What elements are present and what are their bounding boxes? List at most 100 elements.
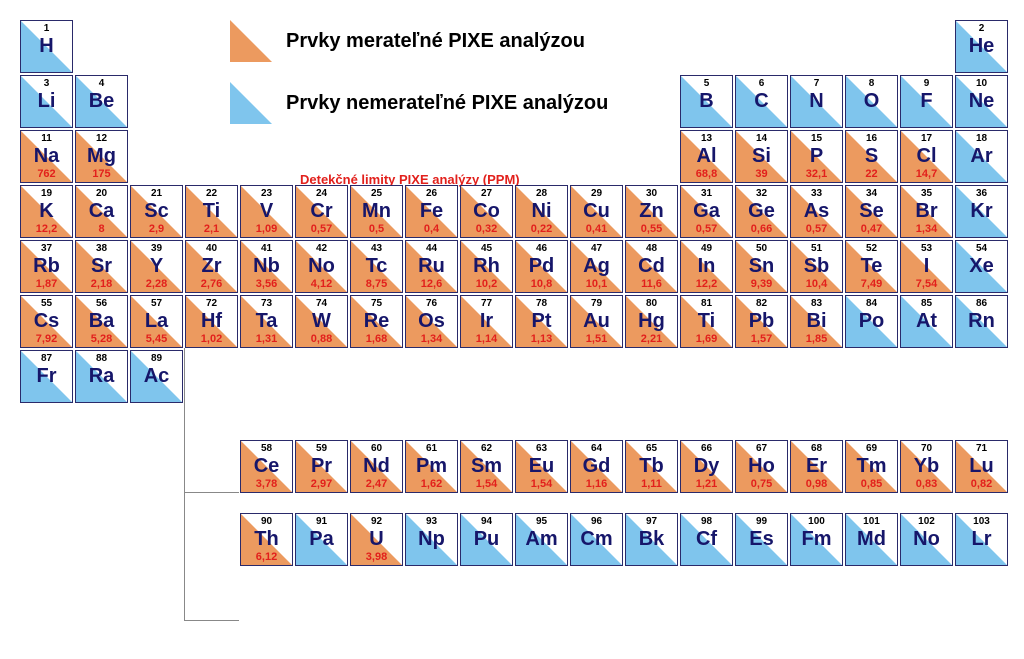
element-symbol: Ho — [736, 455, 787, 478]
element-symbol: Rh — [461, 255, 512, 278]
element-pa: 91Pa — [295, 513, 348, 566]
element-mg: 12Mg175 — [75, 130, 128, 183]
ppm-value: 1,69 — [681, 333, 732, 345]
ppm-value: 0,55 — [626, 223, 677, 235]
ppm-value: 0,22 — [516, 223, 567, 235]
element-no: 42No4,12 — [295, 240, 348, 293]
element-symbol: Md — [846, 528, 897, 551]
atomic-number: 15 — [791, 133, 842, 144]
element-md: 101Md — [845, 513, 898, 566]
ppm-value: 3,78 — [241, 478, 292, 490]
element-symbol: Tb — [626, 455, 677, 478]
element-symbol: Rn — [956, 310, 1007, 333]
atomic-number: 34 — [846, 188, 897, 199]
atomic-number: 100 — [791, 516, 842, 527]
element-symbol: Ge — [736, 200, 787, 223]
element-pt: 78Pt1,13 — [515, 295, 568, 348]
element-al: 13Al68,8 — [680, 130, 733, 183]
element-symbol: Eu — [516, 455, 567, 478]
element-symbol: Zn — [626, 200, 677, 223]
element-u: 92U3,98 — [350, 513, 403, 566]
atomic-number: 66 — [681, 443, 732, 454]
atomic-number: 61 — [406, 443, 457, 454]
element-symbol: Ag — [571, 255, 622, 278]
atomic-number: 72 — [186, 298, 237, 309]
element-symbol: At — [901, 310, 952, 333]
ppm-value: 10,2 — [461, 278, 512, 290]
atomic-number: 55 — [21, 298, 72, 309]
element-ta: 73Ta1,31 — [240, 295, 293, 348]
atomic-number: 51 — [791, 243, 842, 254]
element-ce: 58Ce3,78 — [240, 440, 293, 493]
element-symbol: Po — [846, 310, 897, 333]
atomic-number: 64 — [571, 443, 622, 454]
element-la: 57La5,45 — [130, 295, 183, 348]
ppm-value: 1,09 — [241, 223, 292, 235]
atomic-number: 12 — [76, 133, 127, 144]
element-symbol: Bi — [791, 310, 842, 333]
element-tm: 69Tm0,85 — [845, 440, 898, 493]
element-pm: 61Pm1,62 — [405, 440, 458, 493]
element-in: 49In12,2 — [680, 240, 733, 293]
element-symbol: Ce — [241, 455, 292, 478]
atomic-number: 31 — [681, 188, 732, 199]
element-symbol: Pa — [296, 528, 347, 551]
connector-line — [184, 492, 239, 493]
ppm-value: 1,34 — [901, 223, 952, 235]
atomic-number: 92 — [351, 516, 402, 527]
connector-line — [184, 348, 185, 620]
atomic-number: 28 — [516, 188, 567, 199]
atomic-number: 8 — [846, 78, 897, 89]
ppm-value: 8,75 — [351, 278, 402, 290]
ppm-value: 39 — [736, 168, 787, 180]
ppm-value: 9,39 — [736, 278, 787, 290]
element-symbol: Co — [461, 200, 512, 223]
atomic-number: 19 — [21, 188, 72, 199]
atomic-number: 56 — [76, 298, 127, 309]
ppm-value: 1,16 — [571, 478, 622, 490]
ppm-value: 2,47 — [351, 478, 402, 490]
atomic-number: 74 — [296, 298, 347, 309]
element-rb: 37Rb1,87 — [20, 240, 73, 293]
atomic-number: 49 — [681, 243, 732, 254]
element-i: 53I7,54 — [900, 240, 953, 293]
atomic-number: 69 — [846, 443, 897, 454]
atomic-number: 20 — [76, 188, 127, 199]
atomic-number: 57 — [131, 298, 182, 309]
element-symbol: Ra — [76, 365, 127, 388]
element-tc: 43Tc8,75 — [350, 240, 403, 293]
element-ba: 56Ba5,28 — [75, 295, 128, 348]
element-symbol: Dy — [681, 455, 732, 478]
element-gd: 64Gd1,16 — [570, 440, 623, 493]
atomic-number: 13 — [681, 133, 732, 144]
element-li: 3Li — [20, 75, 73, 128]
element-symbol: Cd — [626, 255, 677, 278]
element-symbol: Ar — [956, 145, 1007, 168]
atomic-number: 11 — [21, 133, 72, 144]
element-hg: 80Hg2,21 — [625, 295, 678, 348]
atomic-number: 102 — [901, 516, 952, 527]
atomic-number: 36 — [956, 188, 1007, 199]
ppm-value: 1,31 — [241, 333, 292, 345]
element-symbol: Kr — [956, 200, 1007, 223]
atomic-number: 37 — [21, 243, 72, 254]
ppm-value: 1,87 — [21, 278, 72, 290]
element-symbol: Bk — [626, 528, 677, 551]
element-cf: 98Cf — [680, 513, 733, 566]
element-symbol: Se — [846, 200, 897, 223]
element-symbol: Ta — [241, 310, 292, 333]
element-na: 11Na762 — [20, 130, 73, 183]
element-hf: 72Hf1,02 — [185, 295, 238, 348]
ppm-value: 1,14 — [461, 333, 512, 345]
atomic-number: 16 — [846, 133, 897, 144]
ppm-value: 2,76 — [186, 278, 237, 290]
element-symbol: Au — [571, 310, 622, 333]
element-symbol: Re — [351, 310, 402, 333]
legend-label-not-measurable: Prvky nemerateľné PIXE analýzou — [286, 92, 608, 115]
ppm-value: 1,54 — [461, 478, 512, 490]
element-symbol: As — [791, 200, 842, 223]
element-pb: 82Pb1,57 — [735, 295, 788, 348]
element-am: 95Am — [515, 513, 568, 566]
atomic-number: 58 — [241, 443, 292, 454]
ppm-value: 0,57 — [296, 223, 347, 235]
